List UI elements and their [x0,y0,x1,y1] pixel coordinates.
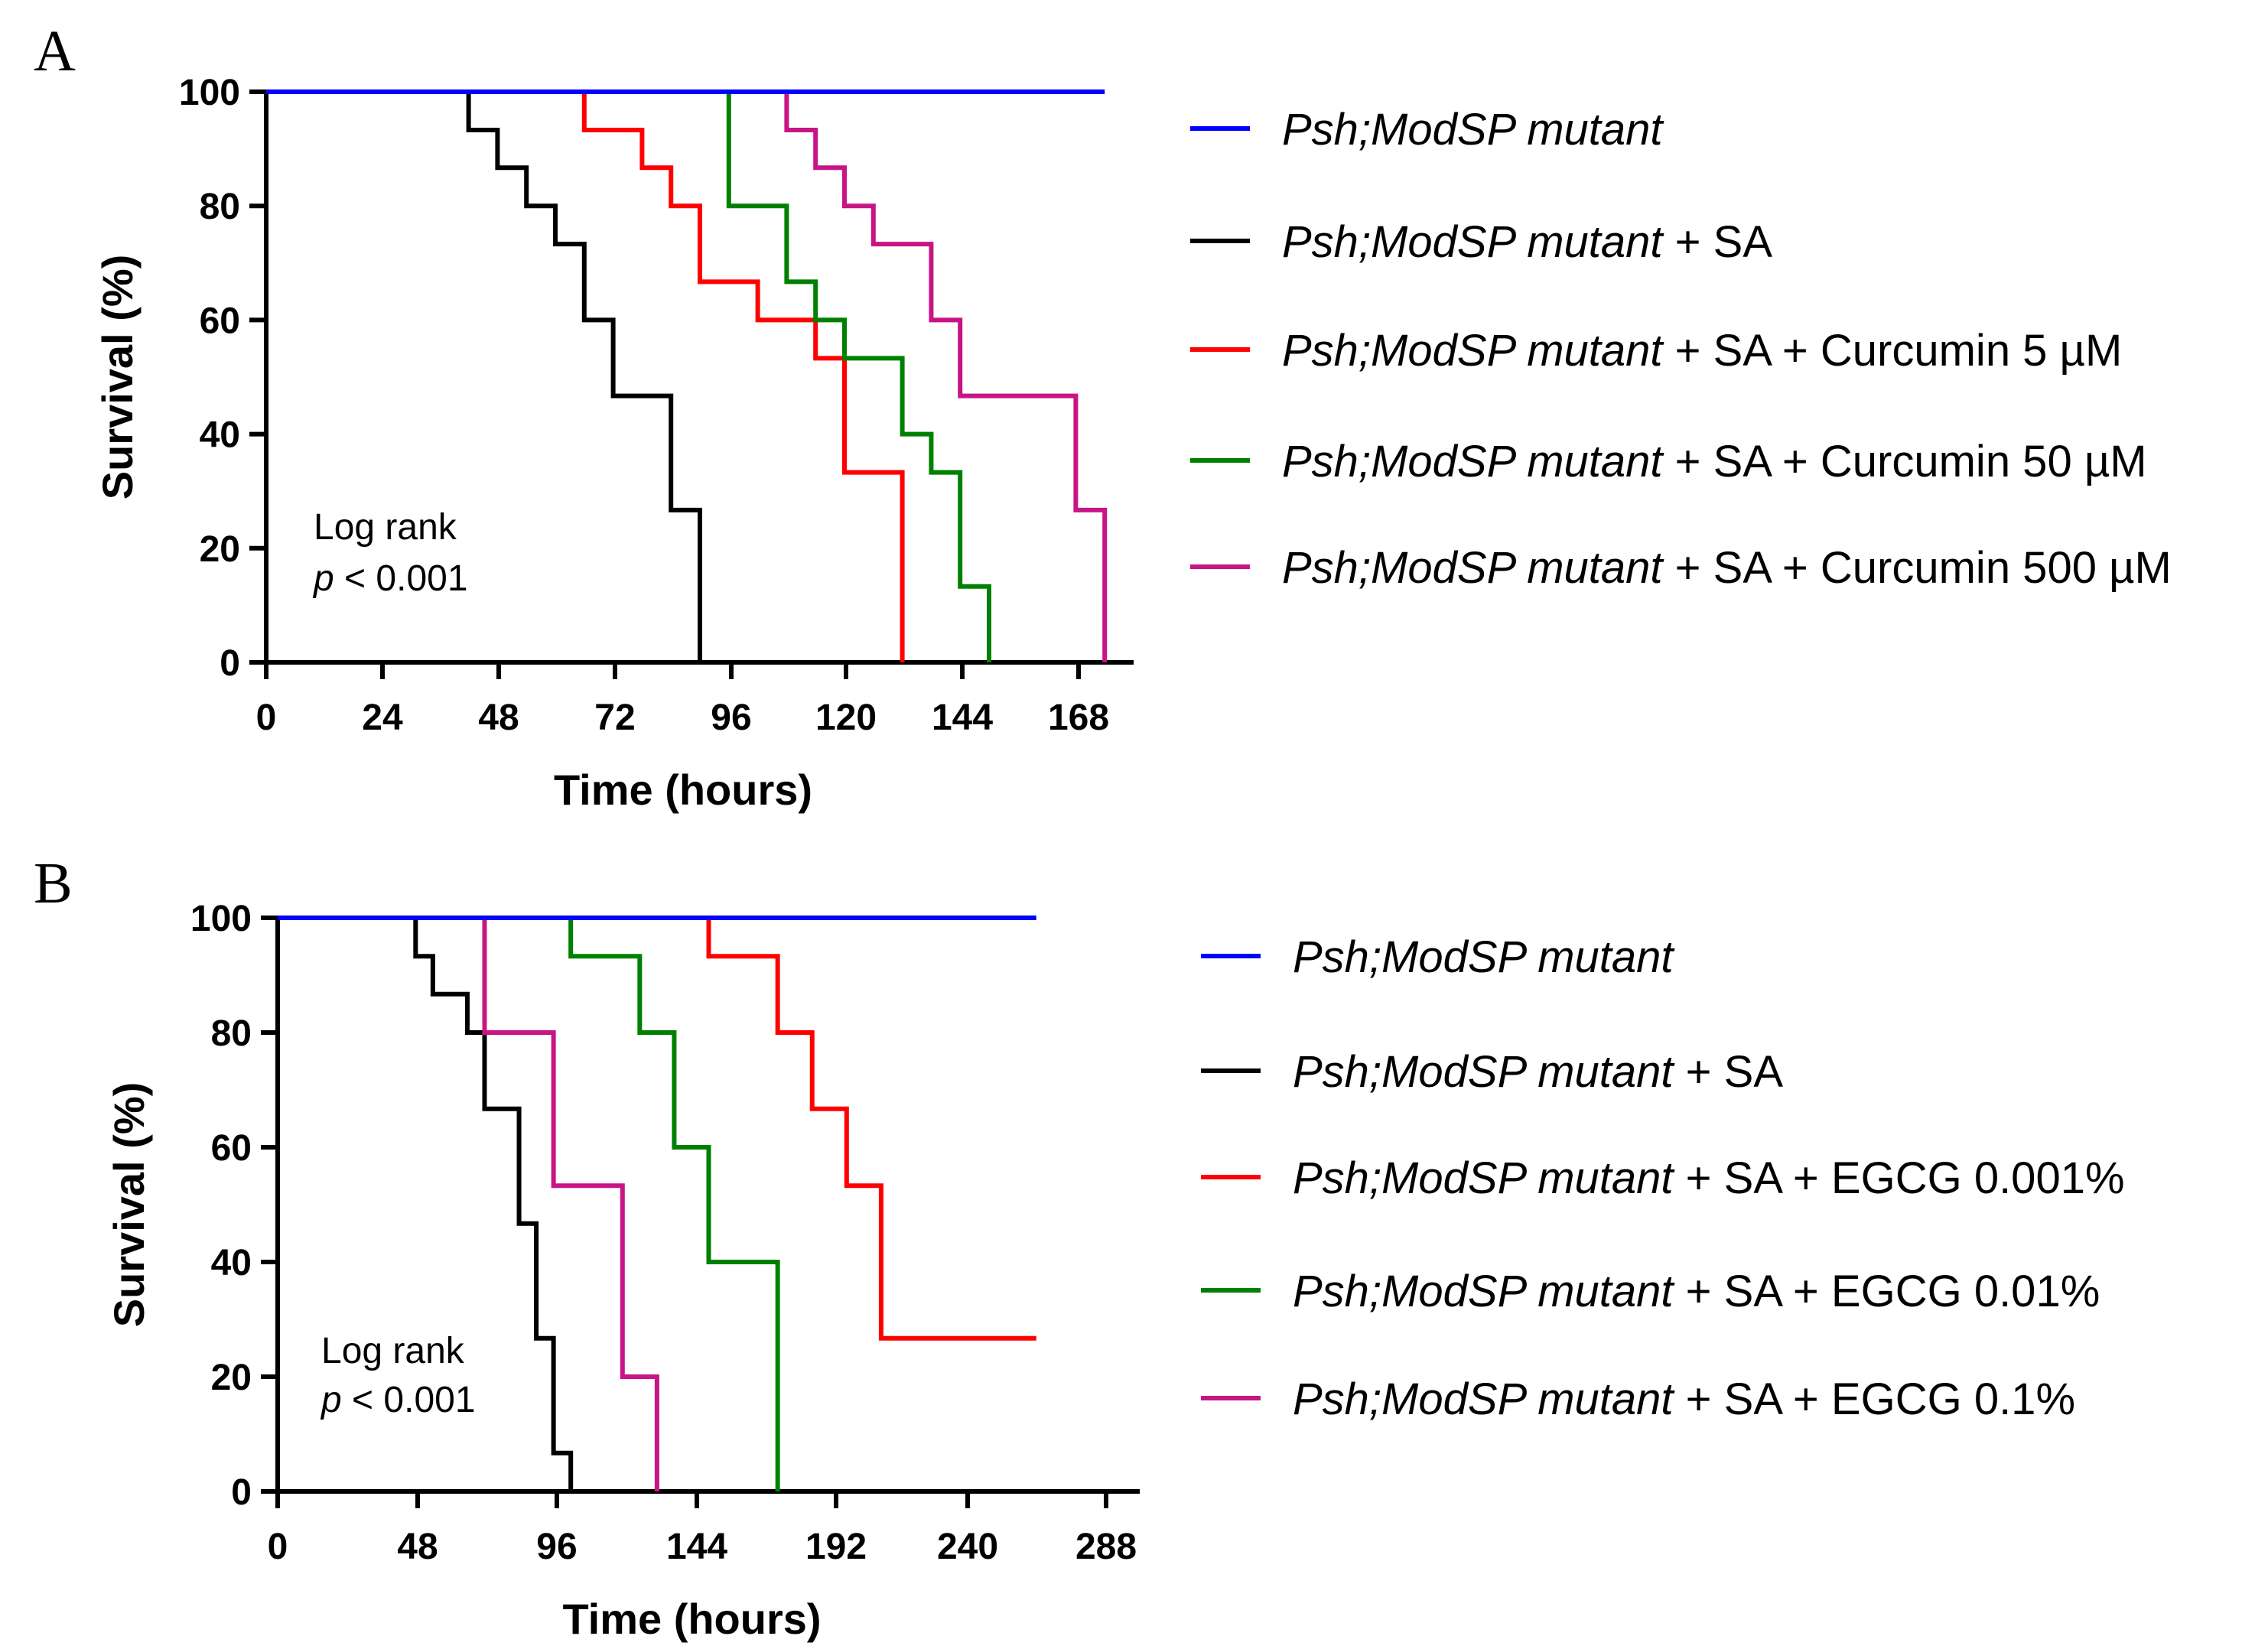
x-tick-label: 96 [711,698,751,738]
x-tick-label: 288 [1075,1527,1137,1567]
y-tick-label: 20 [211,1358,252,1398]
p-value-label: p < 0.001 [312,558,468,599]
legend-item: Psh;ModSP mutant [1201,932,1675,982]
x-tick-label: 48 [397,1527,438,1567]
y-tick-label: 60 [200,301,240,341]
x-tick-label: 192 [805,1527,867,1567]
y-tick-label: 0 [231,1472,252,1513]
x-tick-label: 0 [256,698,277,738]
log-rank-label: Log rank [314,507,457,548]
x-tick-label: 240 [937,1527,998,1567]
x-tick-label: 24 [362,698,403,738]
x-tick-label: 0 [268,1527,288,1567]
panel-letter: B [34,851,73,916]
legend-label: Psh;ModSP mutant + SA [1282,217,1772,267]
legend-item: Psh;ModSP mutant + SA + EGCG 0.01% [1201,1267,2100,1316]
legend-item: Psh;ModSP mutant + SA [1201,1047,1783,1097]
legend-label: Psh;ModSP mutant + SA + EGCG 0.01% [1293,1267,2100,1316]
x-tick-label: 144 [932,698,993,738]
x-axis-title: Time (hours) [562,1595,821,1643]
x-tick-label: 144 [666,1527,727,1567]
p-value-label: p < 0.001 [320,1380,476,1420]
legend-item: Psh;ModSP mutant + SA + Curcumin 50 µM [1190,437,2147,486]
legend-item: Psh;ModSP mutant + SA + EGCG 0.1% [1201,1374,2075,1424]
x-tick-label: 72 [594,698,635,738]
panel-letter: A [34,19,76,83]
series-line-3 [278,916,1036,1341]
series-line-2 [278,916,574,1491]
legend-label: Psh;ModSP mutant + SA + EGCG 0.1% [1293,1374,2075,1424]
legend-label: Psh;ModSP mutant + SA + EGCG 0.001% [1293,1153,2125,1203]
legend-label: Psh;ModSP mutant + SA + Curcumin 500 µM [1282,543,2172,593]
legend-item: Psh;ModSP mutant + SA + Curcumin 500 µM [1190,543,2172,593]
legend-label: Psh;ModSP mutant + SA [1293,1047,1783,1097]
y-tick-label: 100 [179,73,240,113]
log-rank-label: Log rank [321,1331,465,1371]
y-tick-label: 40 [200,415,240,456]
x-axis-title: Time (hours) [554,766,812,814]
legend-item: Psh;ModSP mutant [1190,105,1664,154]
y-tick-label: 80 [211,1013,252,1054]
series-line-3 [266,89,905,662]
legend-label: Psh;ModSP mutant + SA + Curcumin 5 µM [1282,326,2122,376]
series-line-5 [266,89,1108,662]
legend-label: Psh;ModSP mutant [1282,105,1664,154]
legend-item: Psh;ModSP mutant + SA [1190,217,1772,267]
y-tick-label: 100 [190,899,252,939]
series-line-4 [266,89,991,662]
y-tick-label: 80 [200,187,240,227]
legend-label: Psh;ModSP mutant + SA + Curcumin 50 µM [1282,437,2147,486]
y-tick-label: 60 [211,1128,252,1169]
y-tick-label: 40 [211,1243,252,1283]
y-tick-label: 0 [220,643,240,684]
legend-item: Psh;ModSP mutant + SA + EGCG 0.001% [1201,1153,2125,1203]
legend-label: Psh;ModSP mutant [1293,932,1675,982]
x-tick-label: 48 [478,698,519,738]
y-tick-label: 20 [200,529,240,570]
y-axis-title: Survival (%) [93,255,142,500]
legend-item: Psh;ModSP mutant + SA + Curcumin 5 µM [1190,326,2122,376]
series-line-5 [278,916,659,1491]
series-line-4 [278,916,780,1491]
x-tick-label: 168 [1048,698,1109,738]
series-line-2 [266,89,702,662]
panel-b: B 0 20 40 60 80 100 0 48 96 144 192 240 288 Time (hour… [34,851,2125,1643]
x-tick-label: 96 [536,1527,577,1567]
y-axis-title: Survival (%) [105,1082,153,1328]
x-tick-label: 120 [815,698,877,738]
panel-a: A 0 20 40 60 80 100 0 24 48 72 96 120 144 168 Time (hou… [34,19,2172,814]
